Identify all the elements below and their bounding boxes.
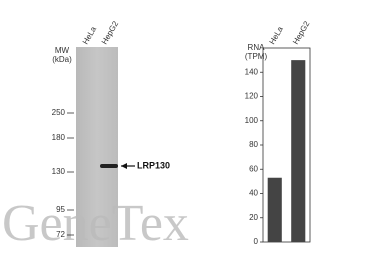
bar: [267, 177, 282, 242]
y-tick-label: 0: [254, 237, 259, 246]
mw-title: (kDa): [52, 55, 72, 64]
y-tick-label: 140: [245, 67, 259, 76]
band-arrowhead: [121, 163, 127, 169]
mw-label: 130: [52, 167, 66, 176]
y-tick-label: 100: [245, 116, 259, 125]
mw-label: 180: [52, 133, 66, 142]
band: [100, 164, 118, 168]
y-tick-label: 80: [249, 140, 258, 149]
y-axis-title: (TPM): [245, 52, 268, 61]
watermark: GeneTex: [2, 195, 189, 250]
mw-label: 72: [56, 230, 65, 239]
y-tick-label: 40: [249, 189, 258, 198]
x-tick-label: HeLa: [268, 25, 286, 47]
y-tick-label: 60: [249, 164, 258, 173]
y-tick-label: 20: [249, 213, 258, 222]
y-tick-label: 120: [245, 92, 259, 101]
mw-label: 250: [52, 108, 66, 117]
lane-label: HepG2: [100, 19, 121, 46]
x-tick-label: HepG2: [291, 19, 312, 46]
bar: [291, 60, 306, 242]
mw-title: MW: [55, 46, 70, 55]
y-axis-title: RNA: [248, 43, 266, 52]
blot-membrane: [76, 47, 118, 247]
lane-label: HeLa: [81, 25, 99, 47]
band-label: LRP130: [137, 160, 170, 170]
mw-label: 95: [56, 205, 65, 214]
